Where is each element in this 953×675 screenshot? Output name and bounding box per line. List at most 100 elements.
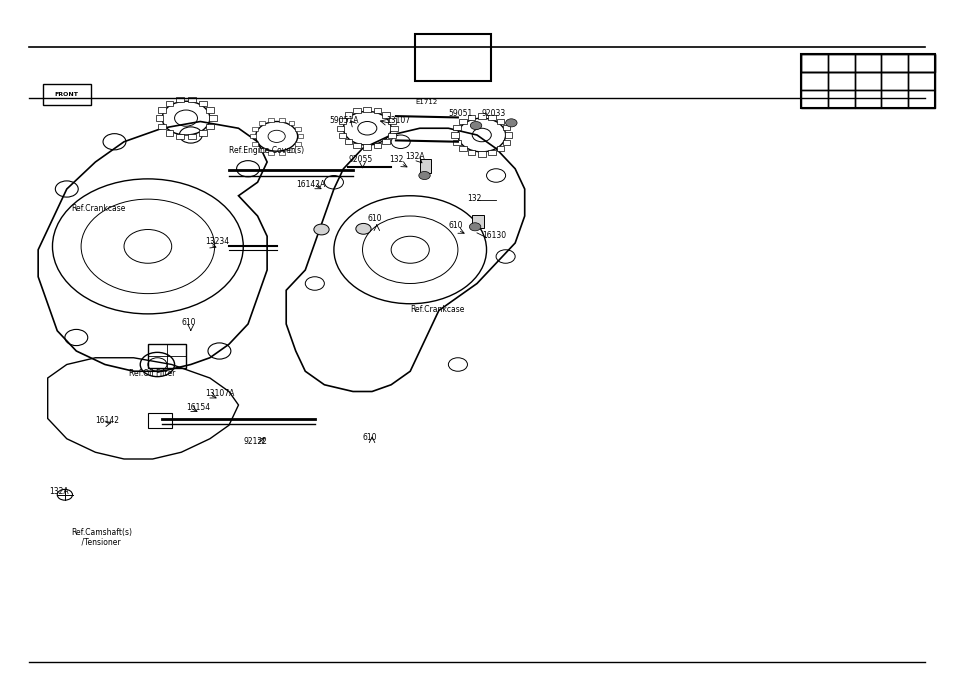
- Bar: [415, 34, 491, 81]
- Bar: [388, 118, 395, 124]
- Bar: [279, 151, 285, 155]
- Bar: [158, 124, 166, 129]
- Bar: [289, 121, 294, 125]
- Text: Ref.Crankcase: Ref.Crankcase: [410, 305, 464, 314]
- Bar: [338, 118, 346, 124]
- Text: E1712: E1712: [415, 99, 436, 105]
- Text: 16130: 16130: [481, 231, 505, 240]
- Bar: [363, 107, 371, 112]
- Text: Ref.Oil Filter: Ref.Oil Filter: [129, 369, 175, 378]
- Bar: [453, 140, 460, 145]
- Text: Ref.Camshaft(s): Ref.Camshaft(s): [71, 528, 132, 537]
- Bar: [43, 84, 91, 105]
- Bar: [268, 118, 274, 122]
- Bar: [458, 119, 466, 124]
- Text: 16154: 16154: [186, 403, 210, 412]
- Text: 13107A: 13107A: [205, 389, 234, 398]
- Bar: [252, 142, 257, 146]
- Bar: [827, 72, 854, 90]
- Bar: [258, 121, 264, 125]
- Text: 59051A: 59051A: [329, 116, 358, 125]
- Bar: [477, 151, 485, 157]
- Bar: [907, 54, 934, 72]
- Text: 92033: 92033: [481, 109, 505, 118]
- Bar: [382, 139, 390, 144]
- Circle shape: [469, 223, 480, 231]
- Bar: [801, 54, 934, 72]
- Bar: [198, 130, 206, 136]
- Bar: [158, 107, 166, 113]
- Bar: [502, 125, 510, 130]
- Bar: [295, 127, 301, 131]
- Bar: [801, 54, 934, 108]
- Bar: [497, 119, 504, 124]
- Bar: [881, 90, 907, 108]
- Bar: [881, 72, 907, 90]
- Circle shape: [355, 223, 371, 234]
- Bar: [374, 143, 381, 148]
- Bar: [176, 134, 184, 139]
- Bar: [801, 90, 827, 108]
- Bar: [148, 344, 186, 368]
- Bar: [209, 115, 216, 121]
- Bar: [295, 142, 301, 146]
- Bar: [289, 148, 294, 152]
- Text: 92122: 92122: [243, 437, 267, 446]
- Circle shape: [57, 489, 72, 500]
- Bar: [827, 90, 854, 108]
- Bar: [472, 215, 483, 228]
- Bar: [148, 413, 172, 428]
- Bar: [336, 126, 344, 131]
- Text: 132: 132: [467, 194, 481, 202]
- Text: 13234: 13234: [205, 238, 229, 246]
- Bar: [453, 125, 460, 130]
- Bar: [176, 97, 184, 103]
- Bar: [801, 54, 827, 72]
- Bar: [451, 132, 458, 138]
- Bar: [206, 124, 213, 129]
- Text: /Tensioner: /Tensioner: [71, 538, 120, 547]
- Bar: [198, 101, 206, 106]
- Bar: [907, 72, 934, 90]
- Text: Ref.Engine Cover(s): Ref.Engine Cover(s): [229, 146, 304, 155]
- Bar: [252, 127, 257, 131]
- Text: 610: 610: [367, 214, 381, 223]
- Bar: [338, 133, 346, 138]
- Circle shape: [505, 119, 517, 127]
- Bar: [297, 134, 303, 138]
- Bar: [881, 54, 907, 72]
- Circle shape: [314, 224, 329, 235]
- Bar: [188, 134, 195, 139]
- Bar: [854, 72, 881, 90]
- Text: 16142: 16142: [95, 416, 119, 425]
- Bar: [388, 133, 395, 138]
- Text: 610: 610: [362, 433, 376, 442]
- Text: Ref.Crankcase: Ref.Crankcase: [71, 204, 126, 213]
- Bar: [467, 150, 475, 155]
- Bar: [477, 113, 485, 119]
- Bar: [502, 140, 510, 145]
- Text: 132A: 132A: [405, 152, 425, 161]
- Bar: [390, 126, 397, 131]
- Bar: [353, 108, 360, 113]
- Text: 132A: 132A: [50, 487, 70, 496]
- Bar: [188, 97, 195, 103]
- Circle shape: [418, 171, 430, 180]
- Circle shape: [470, 122, 481, 130]
- Text: 92055: 92055: [348, 155, 372, 164]
- Bar: [374, 108, 381, 113]
- Bar: [382, 112, 390, 117]
- Bar: [854, 54, 881, 72]
- Bar: [250, 134, 255, 138]
- Bar: [258, 148, 264, 152]
- Text: 132: 132: [389, 155, 403, 164]
- Bar: [497, 146, 504, 151]
- Text: FRONT: FRONT: [54, 92, 79, 97]
- Bar: [488, 150, 496, 155]
- Bar: [827, 54, 854, 72]
- Bar: [458, 146, 466, 151]
- Text: 610: 610: [181, 319, 195, 327]
- Bar: [155, 115, 163, 121]
- Text: 59051: 59051: [448, 109, 472, 118]
- Bar: [166, 130, 173, 136]
